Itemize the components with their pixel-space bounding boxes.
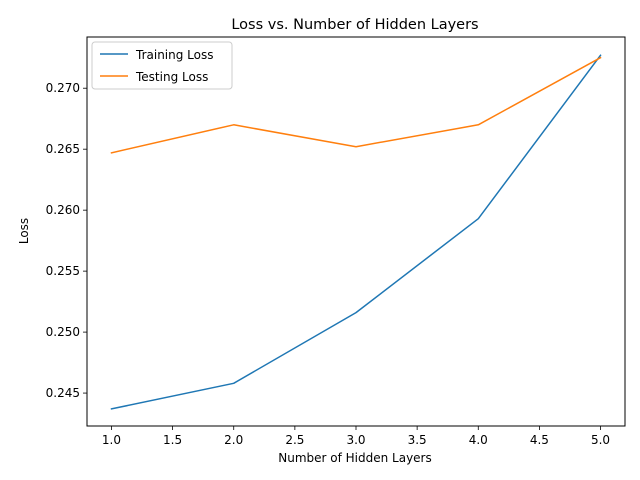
x-axis-label: Number of Hidden Layers: [278, 451, 432, 465]
x-tick-label: 1.5: [163, 433, 182, 447]
series-line-training: [110, 54, 602, 410]
series-line-testing: [110, 56, 602, 154]
y-tick-label: 0.255: [46, 264, 80, 278]
x-tick-label: 2.5: [285, 433, 304, 447]
x-tick-label: 5.0: [591, 433, 610, 447]
series-lines: [110, 54, 602, 410]
x-tick-label: 1.0: [102, 433, 121, 447]
x-tick-label: 4.0: [469, 433, 488, 447]
legend-label-testing: Testing Loss: [135, 70, 208, 84]
y-axis-ticks: 0.245 0.250 0.255 0.260 0.265 0.270: [46, 81, 87, 400]
plot-area: [86, 36, 626, 427]
x-tick-label: 3.5: [408, 433, 427, 447]
x-axis-ticks: 1.0 1.5 2.0 2.5 3.0 3.5 4.0 4.5 5.0: [102, 426, 610, 447]
y-tick-label: 0.265: [46, 142, 80, 156]
y-tick-label: 0.250: [46, 325, 80, 339]
plot-frame: [86, 36, 626, 427]
chart-title: Loss vs. Number of Hidden Layers: [231, 17, 478, 33]
x-tick-label: 2.0: [224, 433, 243, 447]
x-tick-label: 3.0: [346, 433, 365, 447]
legend: Training Loss Testing Loss: [91, 41, 233, 90]
y-tick-label: 0.270: [46, 81, 80, 95]
legend-label-training: Training Loss: [135, 48, 213, 62]
y-tick-label: 0.260: [46, 203, 80, 217]
y-tick-label: 0.245: [46, 386, 80, 400]
x-tick-label: 4.5: [530, 433, 549, 447]
y-axis-label: Loss: [17, 218, 31, 244]
